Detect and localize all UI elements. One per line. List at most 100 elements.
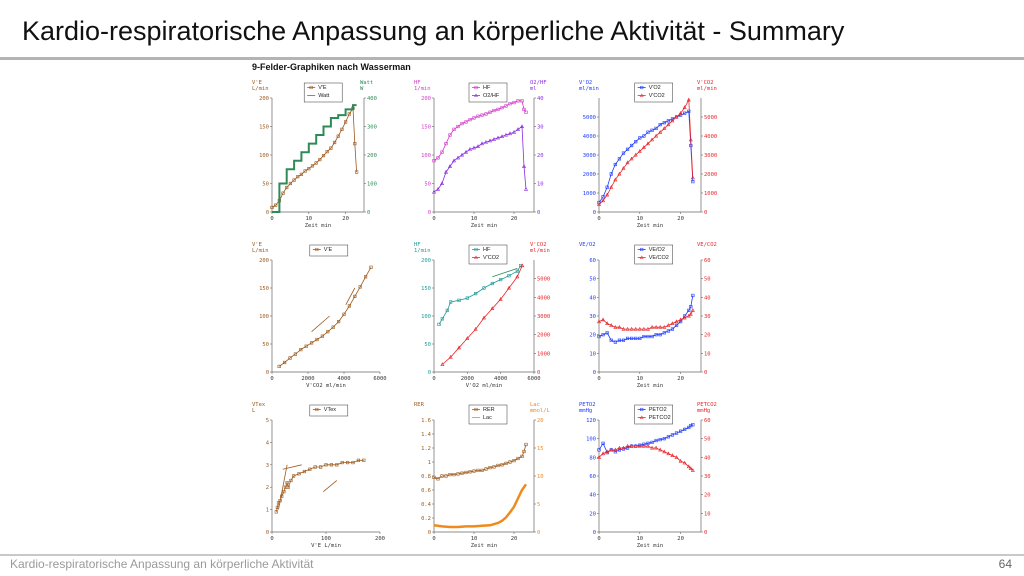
point-v-o2 <box>683 111 687 115</box>
y-tick-label-right: 0 <box>704 210 707 216</box>
point-v-e <box>314 161 318 165</box>
point-v-o2 <box>642 134 646 138</box>
point-petco2 <box>629 443 634 448</box>
footer-text: Kardio-respiratorische Anpassung an körp… <box>10 557 314 571</box>
point-v-e <box>288 181 292 186</box>
point-hf <box>465 296 469 300</box>
point-rer <box>492 465 496 469</box>
y-tick-label-left: 0.4 <box>421 502 432 508</box>
series-line-o2-hf <box>433 125 527 193</box>
legend-marker <box>474 407 478 412</box>
point-v-co2 <box>666 122 671 127</box>
point-v-o2 <box>634 140 638 144</box>
point-ve-o2 <box>625 336 630 340</box>
y-tick-label-left: 0 <box>428 210 431 216</box>
series-line-v-o2 <box>598 110 694 203</box>
x-axis-label: Zeit min <box>305 223 332 229</box>
y-tick-label-left: 60 <box>589 474 596 480</box>
point-ve-o2 <box>605 331 609 335</box>
x-tick-label: 10 <box>471 536 478 542</box>
point-peto2 <box>674 431 679 435</box>
point-vtex <box>340 460 344 465</box>
point-ve-o2 <box>679 320 683 324</box>
point-v-e <box>369 265 373 269</box>
series-line-hf <box>438 265 522 325</box>
point-hf <box>496 107 500 112</box>
y-tick-label-right: 40 <box>704 295 711 301</box>
y-axis-unit-left: L/min <box>252 86 269 92</box>
x-tick-label: 10 <box>305 216 312 222</box>
point-rer <box>480 468 484 472</box>
point-ve-o2 <box>658 333 662 337</box>
x-tick-label: 0 <box>597 376 600 382</box>
point-ve-o2 <box>601 333 605 337</box>
y-tick-label-left: 30 <box>589 314 596 320</box>
y-tick-label-right: 20 <box>704 493 711 499</box>
point-vtex <box>275 505 279 509</box>
y-tick-label-left: 5000 <box>583 115 596 121</box>
legend-marker <box>640 247 644 252</box>
point-peto2 <box>687 425 691 430</box>
point-v-e <box>296 175 300 179</box>
x-tick-label: 0 <box>432 216 435 222</box>
point-v-co2 <box>456 345 462 350</box>
point-hf <box>492 108 496 113</box>
point-o2-hf <box>431 189 437 194</box>
point-v-co2 <box>515 274 520 279</box>
point-ve-o2 <box>683 314 687 318</box>
y-axis-label-left: VTex <box>252 402 266 408</box>
y-axis-unit-left: 1/min <box>414 86 431 92</box>
point-v-o2 <box>679 113 683 117</box>
point-ve-o2 <box>634 336 638 340</box>
x-tick-label: 0 <box>597 216 600 222</box>
point-vtex <box>289 478 293 483</box>
point-v-e <box>293 352 297 356</box>
point-v-co2 <box>520 263 525 268</box>
x-tick-label: 4000 <box>337 376 350 382</box>
point-ve-co2 <box>637 326 642 331</box>
point-v-co2 <box>678 110 683 115</box>
point-v-co2 <box>645 141 650 146</box>
series-line-v-e <box>271 107 357 208</box>
x-tick-label: 10 <box>471 216 478 222</box>
y-tick-label-right: 10 <box>537 182 544 188</box>
y-tick-label-right: 0 <box>537 530 540 536</box>
y-tick-label-right: 5 <box>537 502 540 508</box>
point-peto2 <box>662 437 666 441</box>
point-v-e <box>353 294 357 298</box>
y-axis-unit-right: ml <box>530 86 537 92</box>
point-ve-o2 <box>654 333 658 337</box>
y-tick-label-right: 2000 <box>537 333 550 339</box>
point-v-e <box>281 191 285 195</box>
y-tick-label-left: 1 <box>266 508 269 514</box>
series-line-peto2 <box>598 424 693 454</box>
point-v-e <box>299 172 304 176</box>
y-axis-label-left: HF <box>414 80 421 86</box>
y-tick-label-left: 0 <box>428 530 431 536</box>
legend-box <box>309 404 349 417</box>
point-rer <box>452 473 456 477</box>
point-rer <box>444 474 448 478</box>
point-petco2 <box>645 443 650 448</box>
y-tick-label-left: 0.2 <box>421 516 431 522</box>
y-tick-label-left: 120 <box>586 418 596 424</box>
point-ve-co2 <box>674 319 679 324</box>
point-v-o2 <box>617 157 621 161</box>
point-v-co2 <box>490 306 495 311</box>
y-tick-label-right: 2000 <box>704 172 717 178</box>
point-v-co2 <box>609 185 614 189</box>
point-peto2 <box>642 442 646 446</box>
point-o2-hf <box>503 132 509 137</box>
point-v-co2 <box>617 171 622 176</box>
point-ve-co2 <box>609 323 614 327</box>
y-tick-label-right: 30 <box>704 314 711 320</box>
y-tick-label-right: 30 <box>537 125 544 131</box>
point-o2-hf <box>439 181 445 185</box>
point-o2-hf <box>467 147 473 151</box>
point-petco2 <box>674 455 679 459</box>
point-ve-co2 <box>629 326 634 331</box>
point-ve-o2 <box>691 293 695 298</box>
point-v-o2 <box>613 162 617 167</box>
y-tick-label-right: 4000 <box>537 295 550 301</box>
point-o2-hf <box>435 186 441 191</box>
